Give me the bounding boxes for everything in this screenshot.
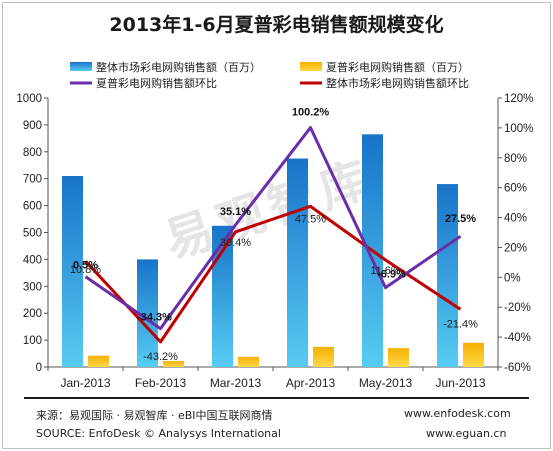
data-label-sharp-mom: 100.2% (292, 107, 330, 119)
y-left-tick-label: 900 (23, 120, 42, 132)
data-label-total-mom: -21.4% (443, 318, 478, 330)
bar-sharp (238, 356, 259, 367)
y-left-tick-label: 1000 (16, 93, 42, 105)
data-label-sharp-mom: -6.9% (377, 269, 406, 281)
x-tick-label: Mar-2013 (210, 376, 262, 390)
y-left-tick-label: 300 (23, 281, 42, 293)
data-label-sharp-mom: -34.3% (137, 312, 172, 324)
bar-total-market (287, 158, 308, 367)
legend-label: 夏普彩电网购销售额环比 (96, 76, 217, 90)
legend-swatch (300, 62, 322, 71)
y-left-tick-label: 800 (23, 147, 42, 159)
y-left-tick-label: 400 (23, 254, 42, 266)
chart-title: 2013年1-6月夏普彩电销售额规模变化 (109, 14, 444, 36)
line-sharp-mom (84, 126, 462, 331)
footer-url-1: www.enfodesk.com (404, 407, 511, 420)
data-label-sharp-mom: 27.5% (445, 213, 476, 225)
y-right-tick-label: 40% (504, 213, 527, 225)
bar-sharp (88, 355, 109, 367)
bar-total-market (137, 259, 158, 367)
legend-swatch (70, 62, 92, 71)
data-label-sharp-mom: 35.1% (220, 206, 251, 218)
y-left-tick-label: 500 (23, 228, 42, 240)
footer-source-cn: 来源：易观国际 · 易观智库 · eBI中国互联网商情 (36, 409, 273, 422)
data-label-total-mom: 10.8% (70, 264, 101, 276)
footer-divider (24, 397, 529, 399)
bar-sharp (463, 342, 484, 367)
legend-label: 夏普彩电网购销售额（百万） (326, 60, 469, 74)
line-total-market-mom (84, 204, 462, 344)
x-tick-label: Jun-2013 (435, 376, 485, 390)
data-label-sharp-mom: 0.5% (73, 260, 98, 272)
legend-label: 整体市场彩电网购销售额（百万） (96, 60, 261, 74)
bar-total-market (62, 176, 83, 367)
y-right-tick-label: 60% (504, 183, 527, 195)
footer-source-en: SOURCE: EnfoDesk © Analysys Internationa… (36, 427, 281, 440)
y-right-tick-label: 100% (504, 123, 533, 135)
y-right-tick-label: -60% (504, 362, 531, 374)
legend-label: 整体市场彩电网购销售额环比 (326, 76, 469, 90)
x-tick-label: Feb-2013 (135, 376, 187, 390)
x-tick-label: Jan-2013 (60, 376, 110, 390)
x-tick-label: Apr-2013 (286, 376, 336, 390)
data-label-total-mom: -43.2% (143, 351, 178, 363)
y-right-tick-label: -20% (504, 302, 531, 314)
y-left-tick-label: 0 (36, 362, 42, 374)
data-label-total-mom: 11.6% (370, 265, 401, 277)
y-right-tick-label: -40% (504, 332, 531, 344)
x-tick-label: May-2013 (359, 376, 413, 390)
data-label-total-mom: 30.4% (220, 237, 251, 249)
y-right-tick-label: 120% (504, 93, 533, 105)
y-left-tick-label: 700 (23, 174, 42, 186)
y-right-tick-label: 80% (504, 153, 527, 165)
bar-sharp (163, 361, 184, 367)
y-left-tick-label: 200 (23, 308, 42, 320)
data-label-total-mom: 47.5% (295, 213, 326, 225)
bar-total-market (437, 184, 458, 367)
y-right-tick-label: 20% (504, 242, 527, 254)
footer-url-2: www.eguan.cn (426, 427, 507, 440)
bar-sharp (388, 348, 409, 367)
y-right-tick-label: 0% (504, 272, 521, 284)
bar-sharp (313, 346, 334, 367)
y-left-tick-label: 600 (23, 201, 42, 213)
y-left-tick-label: 100 (23, 335, 42, 347)
